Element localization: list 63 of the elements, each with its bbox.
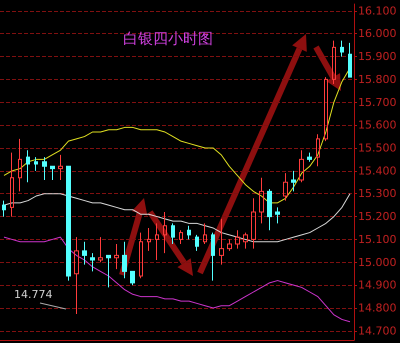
candlestick [18, 138, 22, 192]
candlestick [340, 40, 344, 58]
candlestick [58, 154, 63, 180]
candlestick [275, 206, 280, 224]
y-tick-label: 15.600 [358, 118, 396, 132]
candlestick [235, 230, 240, 250]
y-tick-label: 14.900 [358, 278, 396, 292]
y-tick-label: 15.500 [358, 142, 396, 154]
candlestick [34, 156, 38, 172]
candlestick [259, 177, 264, 224]
y-tick-label: 15.800 [358, 72, 396, 86]
candlestick [203, 222, 207, 244]
candlestick [332, 40, 336, 84]
candlestick [163, 212, 167, 254]
candlestick [348, 42, 352, 78]
candlestick [82, 241, 87, 266]
y-tick-label: 16.100 [358, 4, 396, 18]
candlestick [147, 228, 151, 252]
candlestick [251, 198, 256, 250]
candlestick [219, 218, 224, 266]
candlestick [211, 232, 215, 282]
annotation: 14.774 [14, 288, 52, 301]
y-tick-label: 15.200 [358, 210, 396, 224]
candlestick [316, 134, 320, 167]
candlestick [10, 152, 14, 218]
candlestick [155, 222, 159, 260]
y-tick-label: 14.800 [358, 302, 396, 314]
candlestick [307, 152, 312, 162]
candlestick [291, 170, 296, 192]
line-series [4, 236, 350, 322]
y-tick-label: 15.000 [358, 256, 396, 269]
candlestick [90, 252, 95, 272]
candlestick [299, 150, 304, 183]
candlestick [66, 166, 71, 282]
candlestick [106, 254, 111, 288]
y-tick-label: 15.100 [358, 232, 396, 246]
candlestick [50, 166, 55, 180]
candlestick [243, 232, 248, 250]
candlestick [2, 200, 6, 218]
candlestick [114, 244, 119, 270]
candlestick [42, 156, 47, 180]
candlestick [122, 241, 127, 279]
y-tick-label: 16.000 [358, 27, 396, 40]
candlestick [74, 236, 79, 314]
candlestick [324, 76, 328, 142]
candlestick [130, 270, 135, 286]
candlestick [283, 172, 288, 202]
candlestick [179, 230, 183, 244]
y-tick-label: 15.900 [358, 50, 396, 64]
y-tick-label: 15.300 [358, 187, 396, 200]
text: 白银四小时图 [123, 30, 213, 48]
line-series [4, 193, 350, 242]
candlestick [187, 225, 191, 240]
y-tick-label: 14.700 [358, 324, 396, 338]
candlestick [195, 234, 199, 252]
y-tick-label: 15.400 [358, 164, 396, 178]
candlestick [267, 188, 272, 231]
candlestick [227, 238, 232, 252]
candlestick [139, 232, 143, 279]
candlestick [26, 150, 30, 183]
y-tick-label: 15.700 [358, 96, 396, 109]
candlestick [171, 222, 175, 244]
candlestick [98, 236, 103, 263]
